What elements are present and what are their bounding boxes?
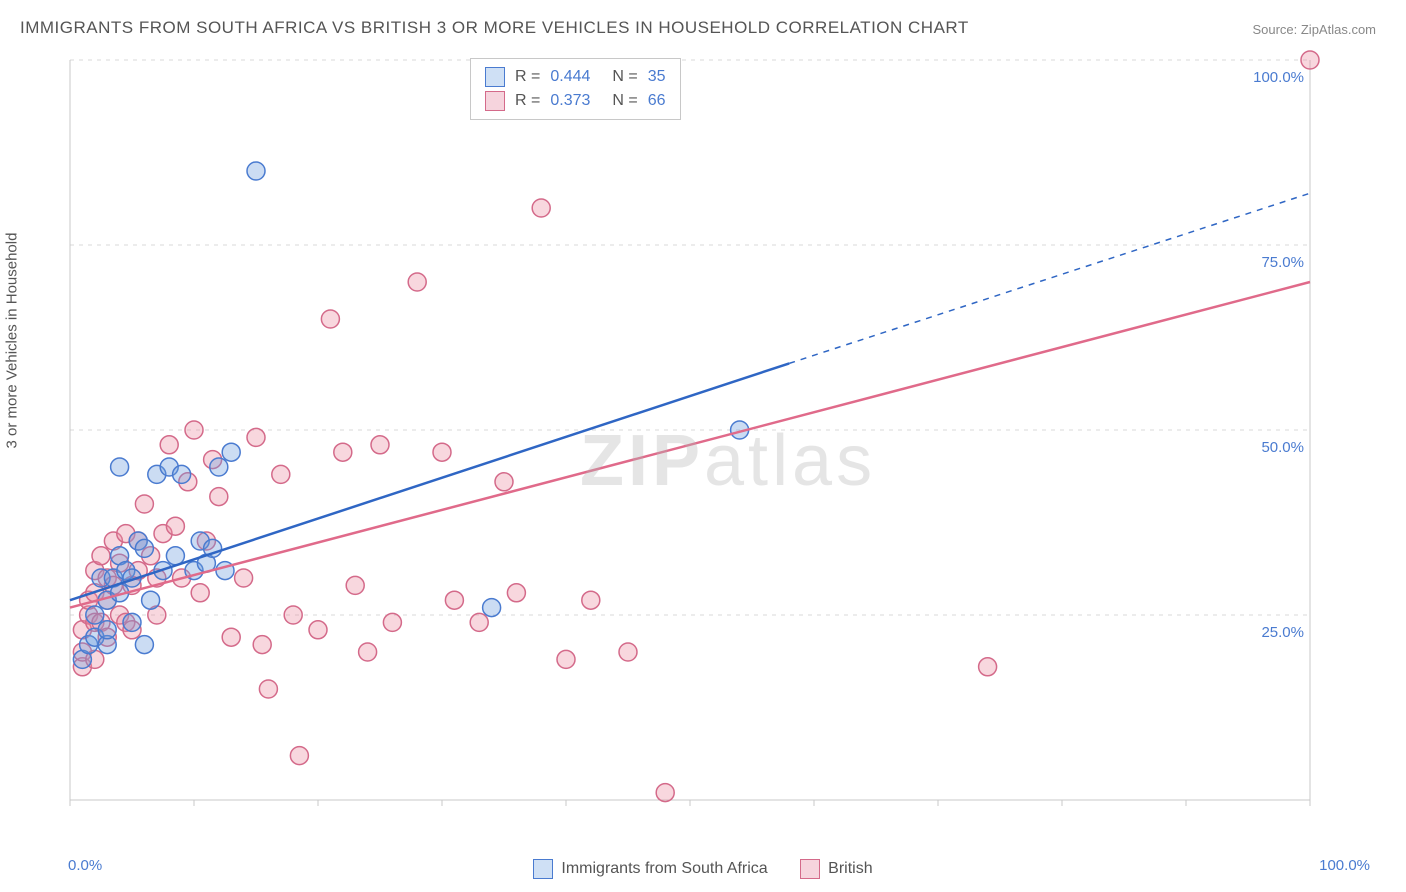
- legend-item-b: British: [800, 859, 872, 879]
- r-label: R =: [515, 68, 540, 86]
- swatch-icon: [485, 67, 505, 87]
- n-label: N =: [612, 68, 637, 86]
- svg-text:25.0%: 25.0%: [1261, 624, 1304, 641]
- x-tick-0: 0.0%: [68, 857, 102, 874]
- svg-text:75.0%: 75.0%: [1261, 254, 1304, 271]
- chart-title: IMMIGRANTS FROM SOUTH AFRICA VS BRITISH …: [20, 18, 969, 38]
- bottom-legend: Immigrants from South Africa British: [0, 859, 1406, 884]
- n-value-a: 35: [648, 68, 666, 86]
- r-label: R =: [515, 92, 540, 110]
- y-axis-label: 3 or more Vehicles in Household: [4, 233, 21, 449]
- source-label: Source: ZipAtlas.com: [1252, 22, 1376, 37]
- n-label: N =: [612, 92, 637, 110]
- r-value-b: 0.373: [550, 92, 590, 110]
- x-tick-100: 100.0%: [1319, 857, 1370, 874]
- scatter-chart: 25.0% 50.0% 75.0% 100.0%: [60, 50, 1370, 830]
- legend-label-a: Immigrants from South Africa: [561, 860, 767, 878]
- stats-row-series-b: R = 0.373 N = 66: [485, 89, 666, 113]
- stats-legend: R = 0.444 N = 35 R = 0.373 N = 66: [470, 58, 681, 120]
- legend-label-b: British: [828, 860, 872, 878]
- n-value-b: 66: [648, 92, 666, 110]
- legend-item-a: Immigrants from South Africa: [533, 859, 767, 879]
- chart-area: 25.0% 50.0% 75.0% 100.0%: [60, 50, 1370, 830]
- svg-text:100.0%: 100.0%: [1253, 69, 1304, 86]
- stats-row-series-a: R = 0.444 N = 35: [485, 65, 666, 89]
- swatch-icon: [533, 859, 553, 879]
- r-value-a: 0.444: [550, 68, 590, 86]
- svg-text:50.0%: 50.0%: [1261, 439, 1304, 456]
- swatch-icon: [485, 91, 505, 111]
- swatch-icon: [800, 859, 820, 879]
